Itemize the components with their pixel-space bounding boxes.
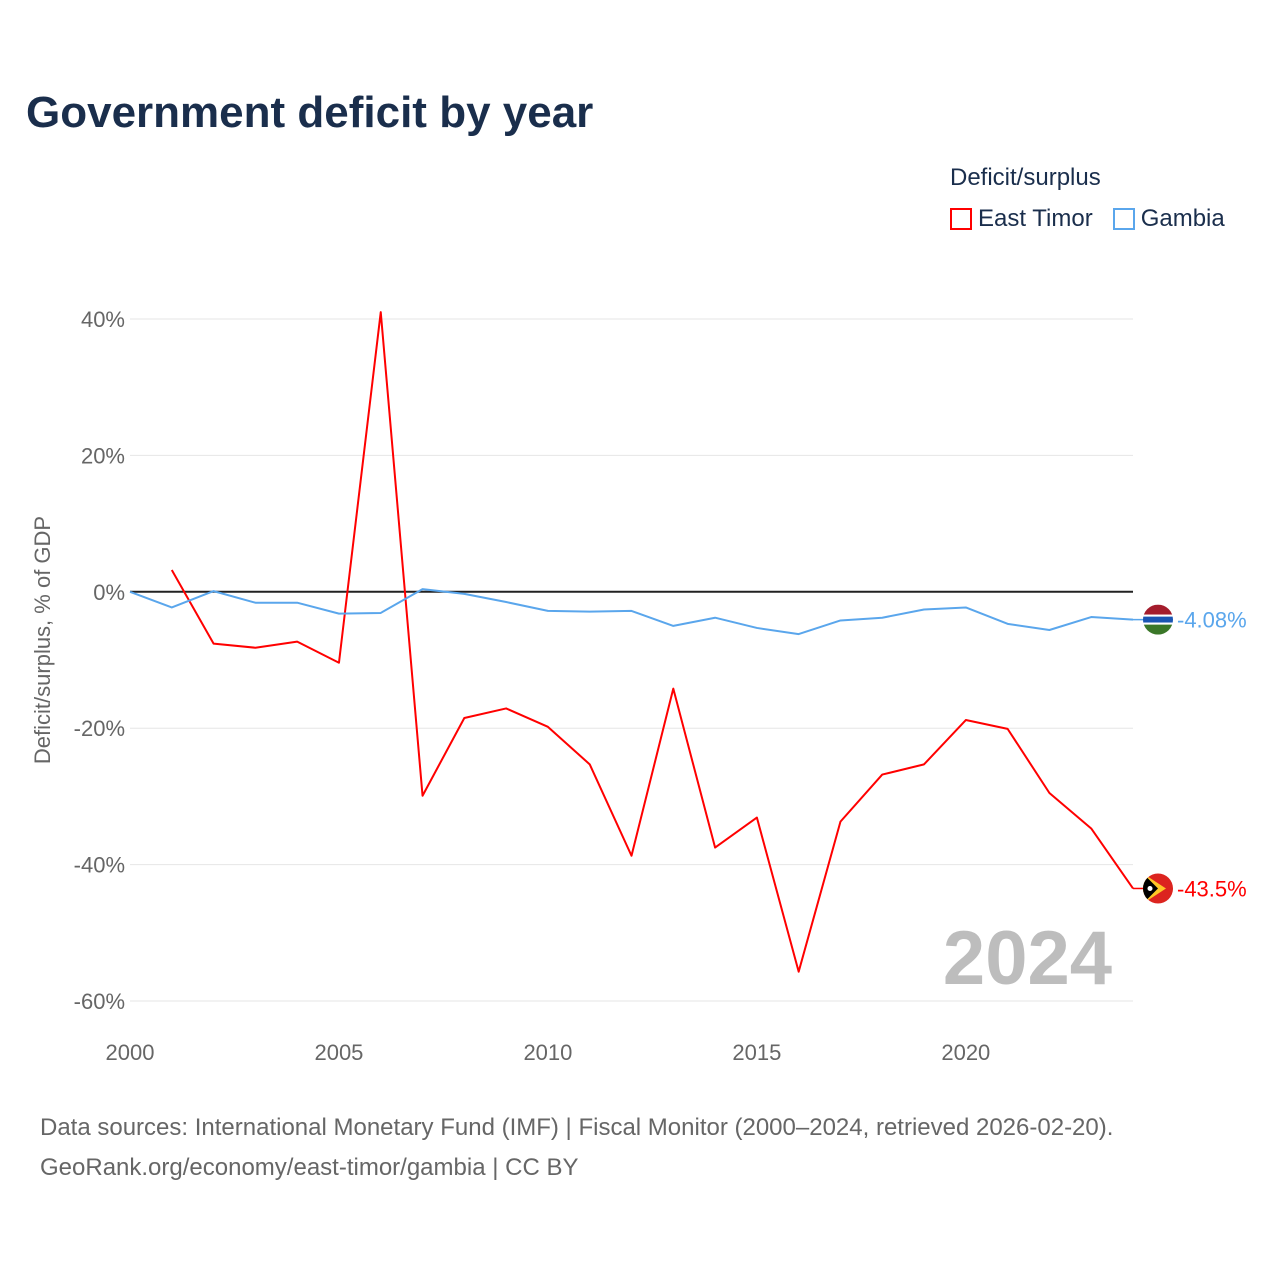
year-watermark: 2024 <box>943 916 1112 1001</box>
x-tick-label: 2005 <box>314 1040 363 1065</box>
chart-title: Government deficit by year <box>26 88 594 137</box>
legend-title: Deficit/surplus <box>950 164 1101 191</box>
legend: East Timor Gambia <box>950 205 1225 233</box>
y-tick-label: -40% <box>74 853 125 878</box>
source-line-2[interactable]: GeoRank.org/economy/east-timor/gambia | … <box>40 1154 579 1181</box>
x-tick-label: 2010 <box>523 1040 572 1065</box>
east-timor-flag-icon <box>1143 873 1173 904</box>
y-tick-label: 40% <box>81 307 125 332</box>
legend-item-gambia[interactable]: Gambia <box>1112 205 1225 233</box>
gambia-flag-icon <box>1143 604 1173 635</box>
y-tick-label: 0% <box>93 580 125 605</box>
legend-swatch <box>1112 208 1135 230</box>
source-line-1: Data sources: International Monetary Fun… <box>40 1114 1114 1141</box>
legend-label: East Timor <box>978 205 1093 232</box>
end-value-label: -43.5% <box>1177 876 1247 901</box>
y-tick-label: 20% <box>81 443 125 468</box>
end-value-label: -4.08% <box>1177 608 1247 633</box>
y-axis-label: Deficit/surplus, % of GDP <box>30 516 55 764</box>
legend-swatch <box>950 208 972 230</box>
legend-item-east-timor[interactable]: East Timor <box>950 205 1093 233</box>
x-tick-label: 2015 <box>732 1040 781 1065</box>
series-line-east-timor <box>170 311 1134 973</box>
x-tick-label: 2020 <box>941 1040 990 1065</box>
y-tick-label: -20% <box>74 716 125 741</box>
x-tick-label: 2000 <box>106 1040 155 1065</box>
y-tick-label: -60% <box>74 989 125 1014</box>
series-line-gambia <box>129 588 1134 636</box>
legend-label: Gambia <box>1140 205 1225 232</box>
source-note: Data sources: International Monetary Fun… <box>40 1108 1113 1188</box>
